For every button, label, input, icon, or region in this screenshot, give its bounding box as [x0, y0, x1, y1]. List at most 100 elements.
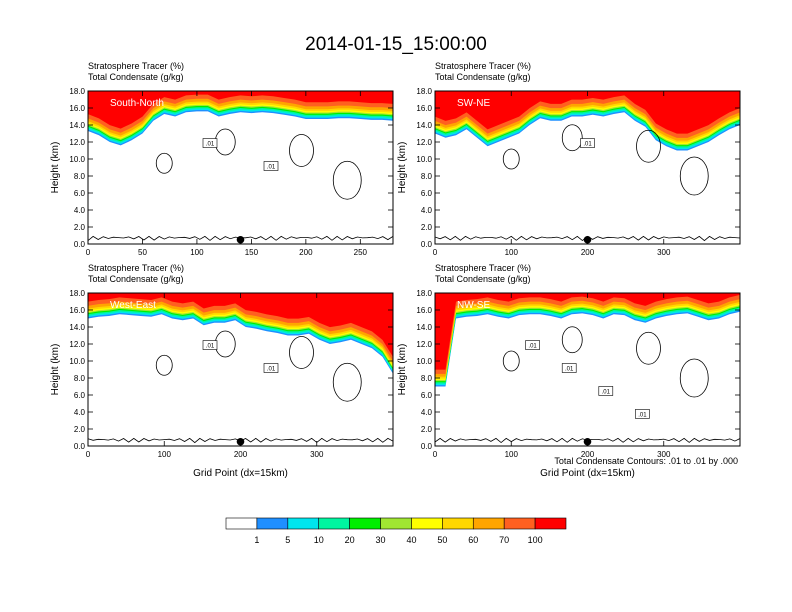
x-tick-label: 0 [86, 248, 91, 257]
x-tick-label: 100 [505, 248, 519, 257]
colorbar-swatch [380, 517, 412, 530]
y-tick-label: 0.0 [421, 240, 433, 249]
y-tick-label: 0.0 [74, 240, 86, 249]
x-tick-label: 0 [86, 450, 91, 459]
plot-area: .01 .01 [88, 91, 393, 244]
panels: Stratosphere Tracer (%)Total Condensate … [50, 61, 741, 479]
condensate-contour [679, 156, 709, 196]
plot-area: .01 [435, 91, 740, 244]
tracer-band [435, 293, 740, 387]
condensate-contour [332, 362, 362, 402]
y-tick-label: 8.0 [421, 172, 433, 181]
main-title: 2014-01-15_15:00:00 [305, 34, 487, 55]
contour-label: .01 [267, 367, 276, 373]
colorbar-swatch [472, 517, 505, 530]
y-tick-label: 2.0 [74, 425, 86, 434]
colorbar-swatch [287, 517, 320, 530]
y-tick-label: 18.0 [416, 87, 432, 96]
contour-label: .01 [565, 367, 574, 373]
tracer-band [88, 293, 393, 357]
y-tick-label: 18.0 [69, 289, 85, 298]
contour-label-box [263, 161, 279, 171]
x-tick-label: 0 [433, 450, 438, 459]
x-tick-label: 250 [354, 248, 368, 257]
condensate-contour [289, 336, 314, 369]
y-tick-label: 6.0 [421, 391, 433, 400]
y-tick-label: 10.0 [69, 155, 85, 164]
y-tick-label: 14.0 [416, 121, 432, 130]
contour-label-box [263, 363, 279, 373]
x-tick-label: 200 [234, 450, 248, 459]
panel-subtitle-2: Total Condensate (g/kg) [435, 274, 531, 284]
condensate-contour [561, 124, 583, 152]
panel-label: South-North [110, 98, 164, 109]
y-axis-label: Height (km) [397, 142, 408, 194]
tracer-band [88, 91, 393, 129]
x-tick-label: 200 [299, 248, 313, 257]
y-tick-label: 12.0 [69, 138, 85, 147]
x-axis-label: Grid Point (dx=15km) [540, 468, 635, 479]
contour-label-box [202, 340, 218, 350]
y-tick-label: 12.0 [416, 138, 432, 147]
condensate-contour [155, 152, 173, 174]
colorbar-swatch [442, 517, 474, 530]
panel-label: SW-NE [457, 98, 490, 109]
contour-label: .01 [528, 344, 537, 350]
contour-label: .01 [267, 165, 276, 171]
panel-subtitle-1: Stratosphere Tracer (%) [435, 263, 531, 273]
condensate-contour [502, 350, 520, 372]
y-tick-label: 4.0 [421, 408, 433, 417]
colorbar-label: 60 [468, 535, 478, 545]
chart-panel-1: Stratosphere Tracer (%)Total Condensate … [50, 61, 394, 257]
condensate-contour [289, 134, 314, 167]
colorbar-swatch [534, 517, 567, 530]
y-tick-label: 8.0 [74, 172, 86, 181]
panel-subtitle-2: Total Condensate (g/kg) [88, 274, 184, 284]
colorbar-swatch [411, 517, 443, 530]
y-tick-label: 8.0 [74, 374, 86, 383]
y-tick-label: 12.0 [416, 340, 432, 349]
condensate-contour [502, 148, 520, 170]
y-axis-label: Height (km) [50, 344, 61, 396]
y-tick-label: 10.0 [69, 357, 85, 366]
y-tick-label: 18.0 [416, 289, 432, 298]
x-tick-label: 100 [190, 248, 204, 257]
tracer-band [435, 293, 740, 370]
contour-label-box [598, 386, 614, 396]
y-tick-label: 10.0 [416, 155, 432, 164]
y-axis-label: Height (km) [50, 142, 61, 194]
y-tick-label: 0.0 [74, 442, 86, 451]
contour-label-box [561, 363, 577, 373]
panel-subtitle-2: Total Condensate (g/kg) [88, 72, 184, 82]
contour-label: .01 [638, 412, 647, 418]
x-tick-label: 0 [433, 248, 438, 257]
contour-label: .01 [583, 142, 592, 148]
colorbar-swatch [225, 517, 258, 530]
tracer-band [435, 293, 740, 386]
x-tick-label: 300 [657, 248, 671, 257]
panel-subtitle-1: Stratosphere Tracer (%) [88, 263, 184, 273]
plot-background [435, 293, 740, 446]
plot-frame [87, 90, 394, 245]
plot-area: .01 .01 .01 .01 [435, 293, 740, 446]
chart-panel-4: Stratosphere Tracer (%)Total Condensate … [397, 263, 741, 479]
y-tick-label: 2.0 [74, 223, 86, 232]
x-axis-label: Grid Point (dx=15km) [193, 468, 288, 479]
x-tick-label: 100 [158, 450, 172, 459]
colorbar-label: 40 [406, 535, 416, 545]
contour-label-box [635, 409, 650, 419]
colorbar-label: 5 [285, 535, 290, 545]
y-tick-label: 8.0 [421, 374, 433, 383]
y-tick-label: 14.0 [69, 121, 85, 130]
colorbar-label: 50 [437, 535, 447, 545]
colorbar-swatch [349, 517, 381, 530]
contour-label-box [580, 138, 595, 148]
cross-point-marker [236, 235, 245, 244]
y-tick-label: 2.0 [421, 425, 433, 434]
colorbar: 1 5 10 20 30 40 50 60 70 100 [225, 517, 567, 545]
contour-label-box [525, 340, 540, 350]
panel-subtitle-1: Stratosphere Tracer (%) [88, 61, 184, 71]
condensate-contour [561, 326, 583, 354]
contour-label-box [202, 138, 218, 148]
